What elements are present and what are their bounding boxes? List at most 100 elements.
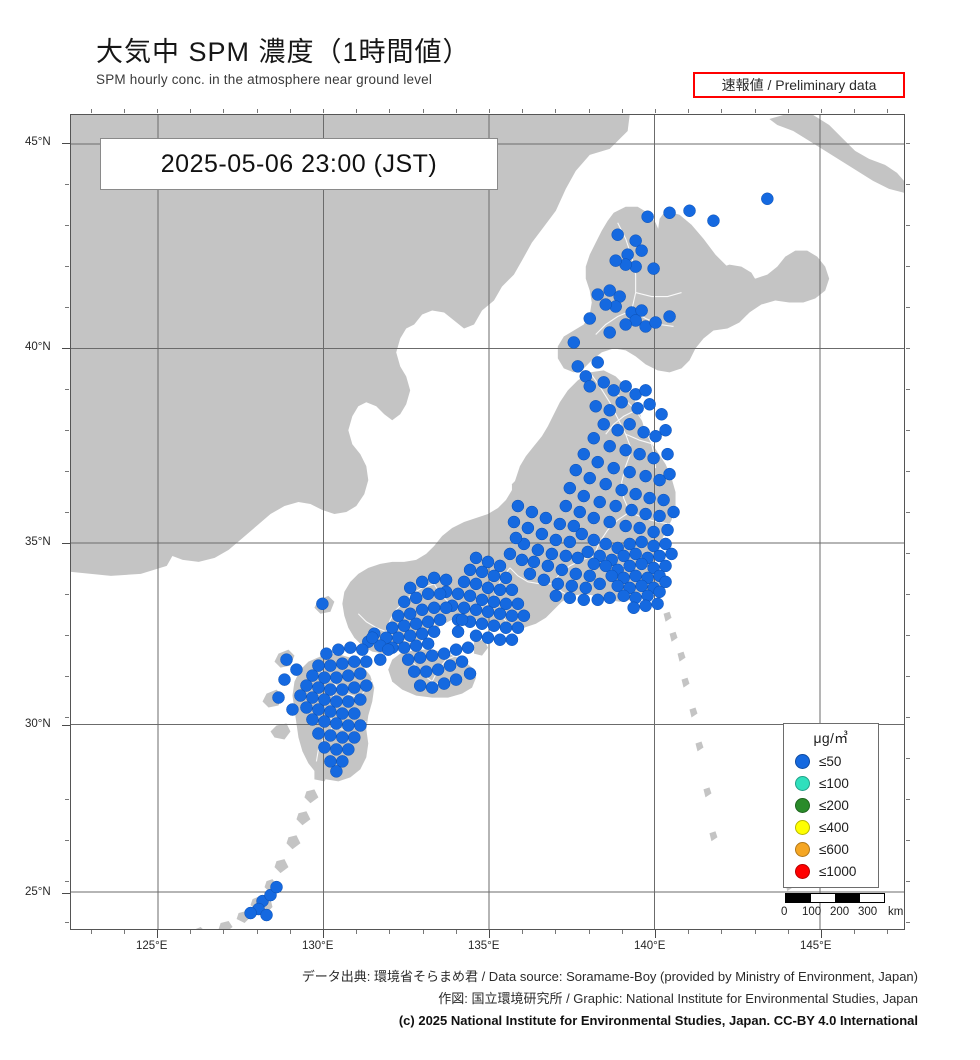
y-tick-40 — [62, 348, 70, 349]
x-minor-tick — [90, 930, 92, 934]
y-minor-tick-right — [906, 881, 910, 882]
x-minor-tick — [688, 930, 690, 934]
y-minor-tick-right — [906, 922, 910, 923]
x-axis-label-125e: 125°E — [136, 940, 168, 952]
y-minor-tick-right — [906, 266, 910, 267]
map-svg — [71, 115, 904, 929]
page-subtitle: SPM hourly conc. in the atmosphere near … — [96, 71, 433, 87]
map-canvas[interactable] — [70, 114, 905, 930]
x-minor-tick-top — [688, 109, 690, 113]
x-minor-tick-top — [323, 109, 324, 113]
y-minor-tick — [65, 840, 69, 841]
legend-item-label: ≤1000 — [819, 863, 857, 879]
y-minor-tick — [65, 635, 69, 636]
legend-item-label: ≤100 — [819, 775, 849, 791]
x-minor-tick-top — [455, 109, 457, 113]
x-axis-label-140e: 140°E — [634, 940, 666, 952]
y-minor-tick-right — [906, 594, 910, 595]
y-minor-tick — [65, 471, 69, 472]
legend-dot-icon — [795, 753, 810, 769]
x-minor-tick — [887, 930, 889, 934]
y-minor-tick-right — [906, 512, 910, 513]
y-minor-tick — [65, 594, 69, 595]
x-axis-label-145e: 145°E — [800, 940, 832, 952]
legend-item-600[interactable]: ≤600 — [784, 838, 878, 860]
scale-tick-100: 100 — [802, 906, 822, 918]
y-tick-45 — [62, 143, 70, 144]
y-minor-tick-right — [906, 840, 910, 841]
y-axis-label-45n: 45°N — [25, 136, 51, 148]
x-minor-tick-top — [356, 109, 358, 113]
x-minor-tick-top — [887, 109, 889, 113]
x-tick-135 — [489, 930, 490, 938]
y-minor-tick-right — [906, 143, 910, 144]
x-minor-tick-top — [190, 109, 192, 113]
y-minor-tick — [65, 389, 69, 390]
y-minor-tick-right — [906, 717, 910, 718]
y-minor-tick — [65, 676, 69, 677]
y-minor-tick — [65, 307, 69, 308]
y-tick-30 — [62, 725, 70, 726]
legend-item-50[interactable]: ≤50 — [784, 750, 878, 772]
footer: データ出典: 環境省そらまめ君 / Data source: Soramame-… — [0, 966, 980, 1032]
y-minor-tick-right — [906, 635, 910, 636]
scale-bar-segment — [835, 894, 860, 902]
x-minor-tick — [455, 930, 457, 934]
scale-bar-labels: 0 100 200 300 km — [776, 906, 916, 922]
y-minor-tick-right — [906, 225, 910, 226]
x-minor-tick-top — [721, 109, 723, 113]
y-minor-tick — [65, 266, 69, 267]
x-minor-tick-top — [787, 109, 789, 113]
legend-item-1000[interactable]: ≤1000 — [784, 860, 878, 882]
y-axis-label-35n: 35°N — [25, 536, 51, 548]
legend-item-label: ≤400 — [819, 819, 849, 835]
y-minor-tick — [65, 430, 69, 431]
legend-item-400[interactable]: ≤400 — [784, 816, 878, 838]
y-minor-tick — [65, 717, 69, 718]
x-minor-tick — [123, 930, 125, 934]
x-minor-tick — [422, 930, 424, 934]
x-axis-label-130e: 130°E — [302, 940, 334, 952]
legend-dot-icon — [795, 841, 810, 857]
title-block: 大気中 SPM 濃度（1時間値） SPM hourly conc. in the… — [96, 37, 471, 87]
x-minor-tick — [588, 930, 590, 934]
x-minor-tick — [754, 930, 756, 934]
x-minor-tick — [256, 930, 258, 934]
x-minor-tick-top — [157, 109, 158, 113]
legend-box: μg/㎥ ≤50 ≤100 ≤200 ≤400 ≤600 ≤1000 — [783, 723, 879, 888]
y-minor-tick-right — [906, 758, 910, 759]
x-minor-tick — [555, 930, 557, 934]
x-minor-tick-top — [123, 109, 125, 113]
x-minor-tick — [621, 930, 623, 934]
x-minor-tick-top — [489, 109, 490, 113]
y-tick-25 — [62, 893, 70, 894]
scale-unit-km: km — [888, 906, 904, 918]
y-minor-tick-right — [906, 799, 910, 800]
x-minor-tick-top — [223, 109, 225, 113]
x-minor-tick — [356, 930, 358, 934]
x-minor-tick-top — [389, 109, 391, 113]
preliminary-data-badge: 速報値 / Preliminary data — [693, 72, 905, 98]
x-tick-125 — [157, 930, 158, 938]
x-axis-label-135e: 135°E — [468, 940, 500, 952]
x-minor-tick — [389, 930, 391, 934]
scale-bar-segment — [859, 894, 884, 902]
gridlines — [71, 115, 904, 929]
x-minor-tick-top — [655, 109, 656, 113]
scale-tick-300: 300 — [858, 906, 878, 918]
y-minor-tick-right — [906, 430, 910, 431]
legend-item-label: ≤600 — [819, 841, 849, 857]
x-minor-tick-top — [256, 109, 258, 113]
legend-item-200[interactable]: ≤200 — [784, 794, 878, 816]
y-axis-label-30n: 30°N — [25, 718, 51, 730]
legend-item-100[interactable]: ≤100 — [784, 772, 878, 794]
x-minor-tick — [854, 930, 856, 934]
page-title: 大気中 SPM 濃度（1時間値） — [96, 37, 471, 67]
y-minor-tick-right — [906, 676, 910, 677]
timestamp-box: 2025-05-06 23:00 (JST) — [100, 138, 498, 190]
x-minor-tick-top — [555, 109, 557, 113]
legend-dot-icon — [795, 863, 810, 879]
y-minor-tick — [65, 184, 69, 185]
legend-dot-icon — [795, 775, 810, 791]
y-minor-tick-right — [906, 307, 910, 308]
